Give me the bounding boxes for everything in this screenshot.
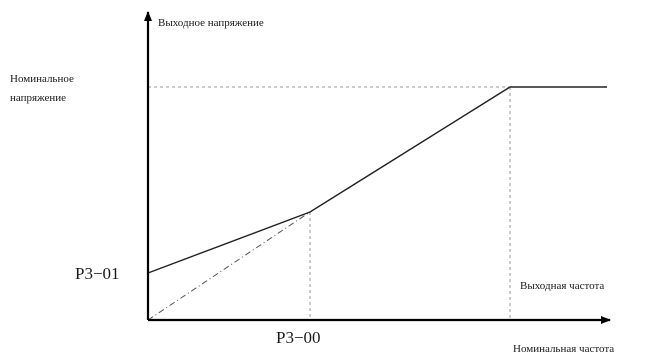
output-frequency-label: Выходная частота	[520, 280, 604, 292]
vf-curve	[147, 86, 607, 274]
rated-voltage-label-line2: напряжение	[10, 92, 66, 104]
rated-voltage-label-line1: Номинальное	[10, 73, 74, 85]
y-axis-label: Выходное напряжение	[158, 17, 264, 29]
p301-label: P3−01	[75, 264, 120, 283]
p300-label: P3−00	[276, 328, 321, 347]
rated-frequency-label: Номинальная частота	[513, 343, 614, 355]
linear-reference-line	[147, 211, 311, 321]
